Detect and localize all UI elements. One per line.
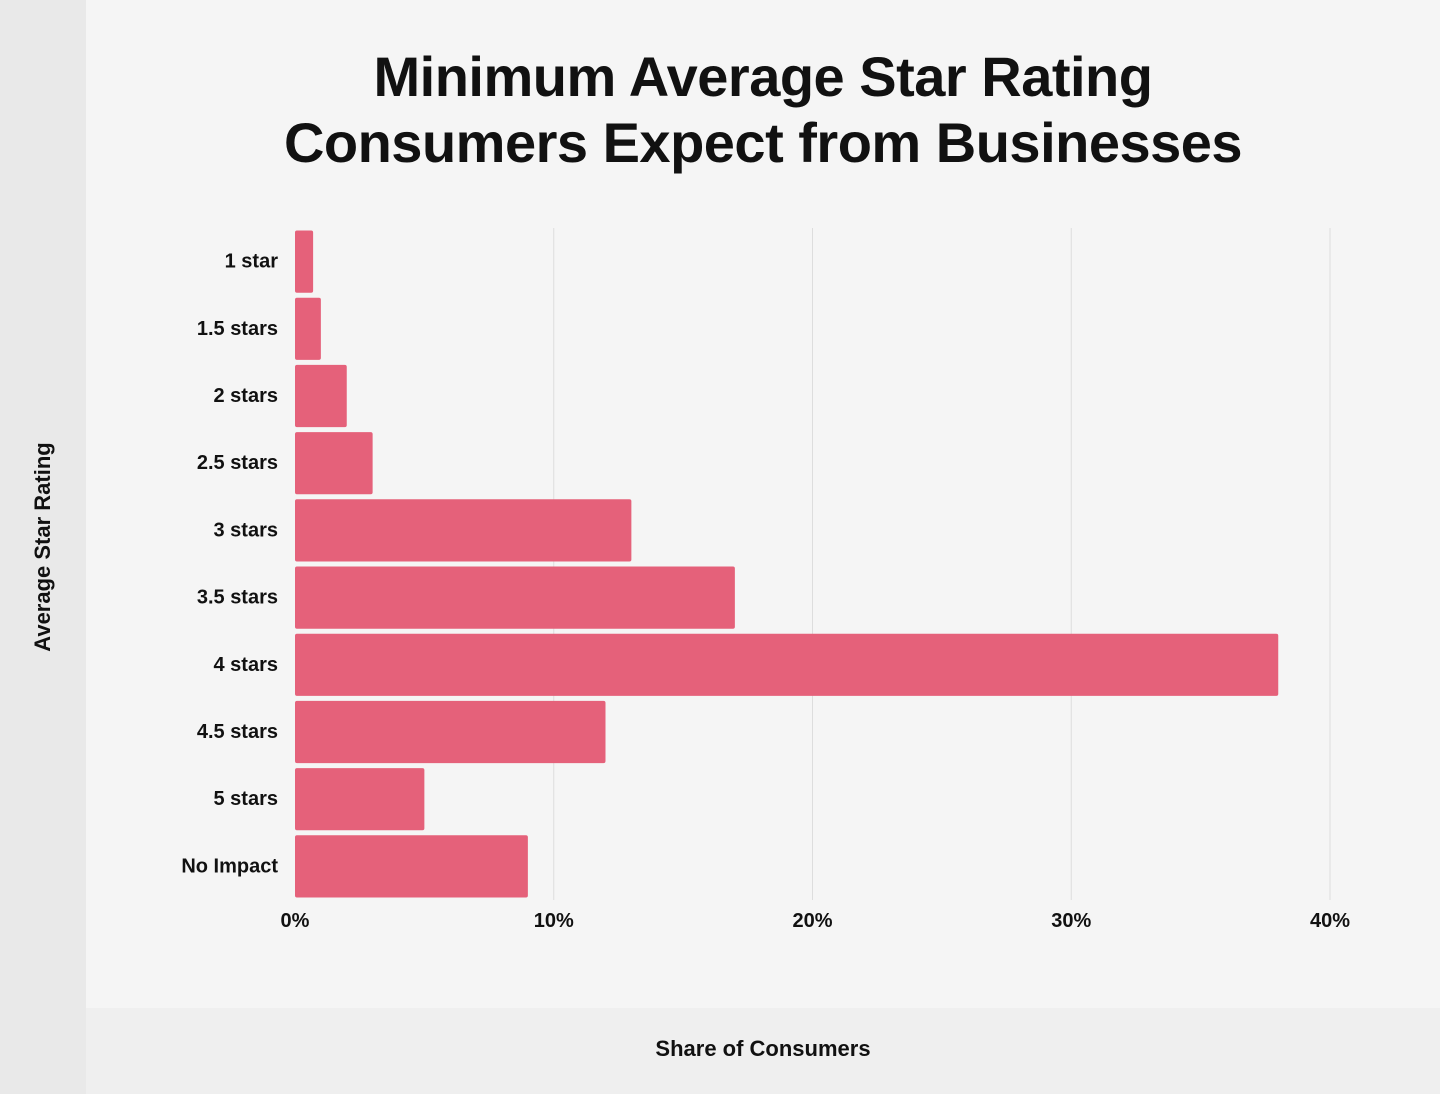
category-label: 2.5 stars (197, 452, 278, 474)
bottom-panel (86, 1008, 1440, 1094)
category-label: 1.5 stars (197, 318, 278, 340)
category-label: 2 stars (214, 385, 279, 407)
bar (295, 499, 632, 562)
x-tick-label: 10% (534, 910, 574, 932)
category-labels: 1 star 1.5 stars 2 stars 2.5 stars 3 stars 3.… (181, 251, 278, 878)
category-label: 5 stars (214, 788, 279, 810)
x-tick-label: 40% (1310, 910, 1350, 932)
bar (295, 700, 606, 764)
bar (295, 768, 425, 831)
x-tick-label: 20% (792, 910, 832, 932)
x-axis-title: Share of Consumers (655, 1036, 871, 1061)
category-label: 4.5 stars (197, 721, 278, 743)
category-label: 4 stars (214, 654, 279, 676)
left-panel (0, 0, 86, 1094)
bar (295, 297, 321, 360)
bar (295, 230, 314, 293)
x-tick-label: 30% (1051, 910, 1091, 932)
bar (295, 566, 735, 629)
gridlines (553, 228, 1331, 900)
chart-title-line-1: Minimum Average Star Rating (373, 45, 1153, 108)
bar (295, 432, 373, 495)
bars (295, 230, 1279, 898)
x-tick-label: 0% (281, 910, 310, 932)
chart-title: Minimum Average Star Rating Consumers Ex… (86, 44, 1440, 176)
category-label: 3 stars (214, 519, 279, 541)
x-tick-labels: 0% 10% 20% 30% 40% (281, 910, 1351, 932)
chart-title-line-2: Consumers Expect from Businesses (283, 111, 1243, 174)
category-label: No Impact (181, 855, 278, 877)
bar (295, 835, 528, 898)
category-label: 1 star (225, 251, 279, 273)
bar (295, 364, 347, 428)
bar (295, 633, 1279, 696)
category-label: 3.5 stars (197, 587, 278, 609)
